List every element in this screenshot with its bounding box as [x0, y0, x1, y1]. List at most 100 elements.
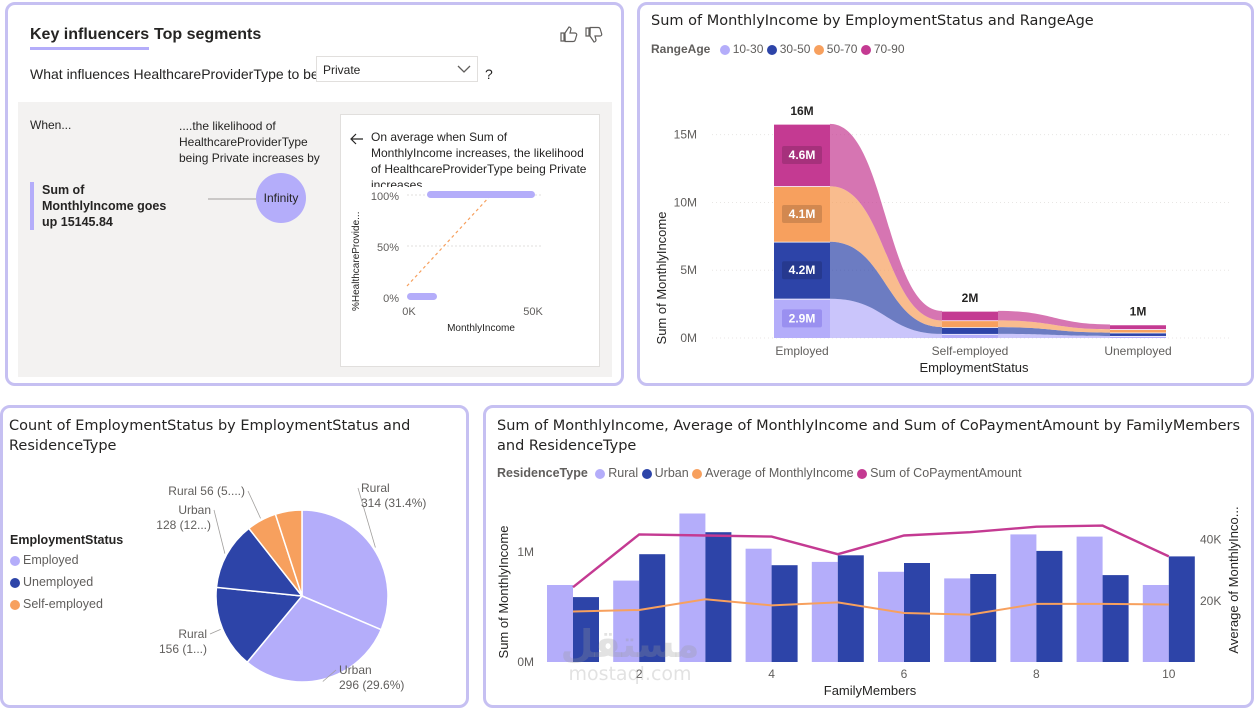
dropdown-value: Private — [323, 63, 361, 77]
pie-chart-title: Count of EmploymentStatus by EmploymentS… — [9, 418, 411, 454]
watermark-latin: mostaql.com — [568, 663, 692, 685]
watermark: مستقل mostaql.com — [545, 624, 715, 684]
when-label: When... — [30, 118, 72, 132]
bar-urban — [970, 574, 997, 662]
question-suffix: ? — [485, 66, 493, 82]
ribbon-segment-label: 4.6M — [789, 148, 816, 162]
bar-rural — [1142, 585, 1169, 662]
combo-x-label: FamilyMembers — [824, 683, 917, 698]
ribbon-chart-panel: Sum of MonthlyIncome by EmploymentStatus… — [637, 2, 1254, 386]
thumbs-up-icon[interactable] — [559, 25, 579, 43]
mini-y-tick-0: 0% — [383, 293, 399, 305]
ribbon-x-tick: Self-employed — [932, 344, 1009, 358]
mini-x-tick-50: 50K — [523, 306, 543, 318]
ribbon-x-tick: Unemployed — [1104, 344, 1171, 358]
mini-y-tick-100: 100% — [371, 191, 399, 203]
legend-item-10-30[interactable]: 10-30 — [719, 42, 763, 56]
ribbon-y-tick: 0M — [680, 331, 697, 345]
ribbon-segment-label-bg — [782, 204, 822, 223]
ribbon-segment-label-bg — [782, 309, 822, 328]
combo-y-tick-left: 0M — [517, 655, 534, 669]
detail-text: On average when Sum of MonthlyIncome inc… — [371, 130, 587, 187]
chevron-down-icon — [457, 65, 471, 73]
ribbon-y-label: Sum of MonthlyIncome — [654, 212, 669, 345]
pie-slice-label: Rural 56 (5....) — [168, 484, 245, 498]
legend-item-urban[interactable]: Urban — [641, 466, 689, 480]
bar-urban — [837, 555, 864, 662]
bar-rural — [811, 561, 838, 662]
infinity-bubble[interactable]: Infinity — [256, 173, 306, 223]
bar-rural — [547, 585, 573, 662]
ribbon-segment-30-50 — [774, 241, 830, 299]
pie-slice — [301, 509, 389, 631]
legend-item-50-70[interactable]: 50-70 — [813, 42, 857, 56]
combo-chart-panel: Sum of MonthlyIncome, Average of Monthly… — [483, 405, 1254, 708]
combo-y-tick-right: 20K — [1200, 594, 1221, 608]
ribbon-total-label: 1M — [1130, 304, 1147, 318]
bar-urban — [771, 565, 798, 662]
pie-slice — [215, 527, 304, 597]
ribbon-band-70-90 — [998, 310, 1110, 330]
pie-slice-label: Rural — [178, 627, 207, 641]
bar-urban — [1102, 575, 1129, 662]
factor-text: Sum of MonthlyIncome goes up 15145.84 — [42, 183, 167, 229]
ribbon-total-label: 16M — [790, 104, 813, 118]
legend-item-rural[interactable]: Rural — [595, 466, 638, 480]
ribbon-y-tick: 5M — [680, 263, 697, 277]
ribbon-band-30-50 — [830, 241, 942, 334]
thumbs-down-icon[interactable] — [584, 26, 604, 44]
likelihood-label: ....the likelihood of HealthcareProvider… — [179, 119, 320, 165]
pie-slice-label: Rural — [361, 481, 390, 495]
influencer-detail-card: On average when Sum of MonthlyIncome inc… — [340, 114, 600, 367]
ribbon-total-label: 2M — [962, 291, 979, 305]
combo-y-label-right: Average of MonthlyInco... — [1226, 506, 1241, 653]
ribbon-segment-70-90 — [774, 123, 830, 187]
legend-item-avg-income[interactable]: Average of MonthlyIncome — [692, 466, 854, 480]
pie-leader-line — [213, 509, 226, 554]
ribbon-band-10-30 — [998, 333, 1110, 338]
bar-urban — [1036, 550, 1063, 662]
tab-top-segments[interactable]: Top segments — [154, 26, 262, 43]
bar-urban — [1168, 556, 1195, 662]
ribbon-y-tick: 10M — [674, 195, 697, 209]
pie-leader-line — [322, 669, 337, 682]
influencer-factor[interactable]: Sum of MonthlyIncome goes up 15145.84 — [30, 182, 192, 230]
legend-item-30-50[interactable]: 30-50 — [766, 42, 810, 56]
ribbon-segment-30-50 — [1110, 332, 1166, 336]
bar-urban — [705, 532, 732, 662]
mini-x-label: MonthlyIncome — [447, 323, 515, 334]
ribbon-band-30-50 — [998, 327, 1110, 336]
legend-item-copayment[interactable]: Sum of CoPaymentAmount — [857, 466, 1022, 480]
provider-type-dropdown[interactable]: Private — [316, 56, 478, 82]
ribbon-segment-label: 4.1M — [789, 207, 816, 221]
ribbon-segment-10-30 — [1110, 335, 1166, 338]
pie-slice — [274, 509, 303, 597]
legend-item-70-90[interactable]: 70-90 — [860, 42, 905, 56]
ribbon-segment-label-bg — [782, 146, 822, 165]
back-arrow-icon[interactable] — [350, 133, 364, 145]
ribbon-y-tick: 15M — [674, 128, 697, 142]
tab-key-influencers[interactable]: Key influencers — [30, 26, 150, 50]
ribbon-band-50-70 — [998, 320, 1110, 333]
bar-rural — [878, 571, 904, 662]
ribbon-segment-label: 2.9M — [789, 311, 816, 325]
mini-bar-top — [427, 191, 535, 198]
ribbon-legend: RangeAge 10-30 30-50 50-70 70-90 — [651, 42, 905, 56]
ribbon-segment-30-50 — [942, 327, 998, 334]
ribbon-legend-title: RangeAge — [651, 42, 711, 56]
ribbon-segment-70-90 — [942, 310, 998, 321]
line-avg-monthly-income — [572, 598, 1169, 616]
watermark-arabic: مستقل — [560, 622, 700, 666]
combo-x-tick: 8 — [1033, 667, 1040, 681]
bubble-value: Infinity — [263, 191, 299, 205]
pie-legend-employed[interactable]: Employed — [10, 553, 123, 567]
pie-legend-self-employed[interactable]: Self-employed — [10, 597, 123, 611]
combo-y-tick-right: 40K — [1200, 533, 1221, 547]
mini-bar-bottom — [407, 293, 437, 300]
pie-slice-value: 296 (29.6%) — [339, 678, 404, 692]
bar-rural — [613, 580, 640, 662]
mini-x-tick-0: 0K — [402, 306, 416, 318]
ribbon-band-50-70 — [830, 186, 942, 328]
pie-legend-unemployed[interactable]: Unemployed — [10, 575, 123, 589]
